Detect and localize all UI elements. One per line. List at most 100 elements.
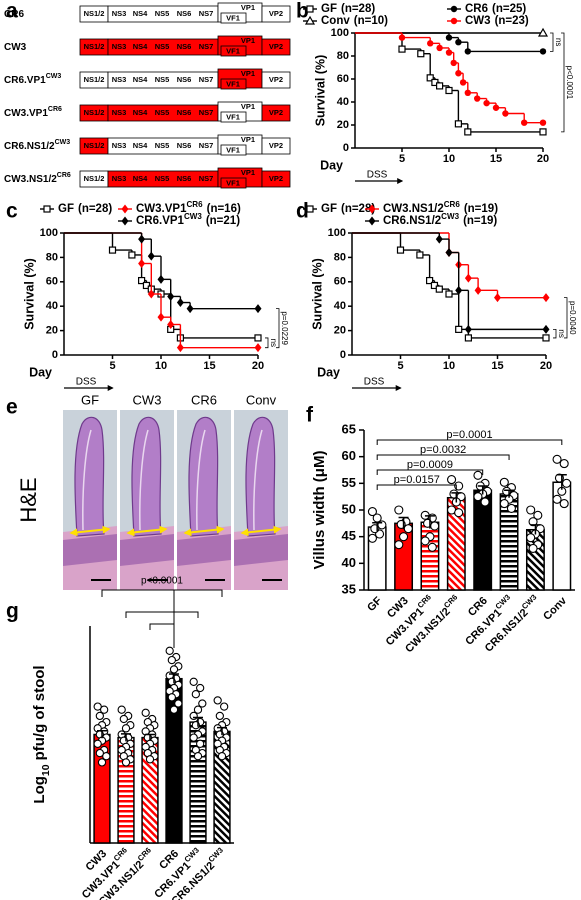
data-point bbox=[213, 696, 222, 705]
significance-label: ns bbox=[557, 329, 566, 337]
segment-label: NS4 bbox=[133, 9, 148, 18]
y-tick-label: 60 bbox=[342, 448, 356, 463]
x-tick-label-part: CW3 bbox=[520, 592, 538, 610]
histology-label: CW3 bbox=[133, 392, 162, 407]
segment-label: VP2 bbox=[269, 75, 283, 84]
y-tick-label: 20 bbox=[46, 325, 58, 337]
legend-label: CW3 (n=23) bbox=[465, 15, 529, 27]
data-point bbox=[93, 702, 102, 711]
error-bar bbox=[145, 733, 155, 741]
y-axis-label: Villus width (μM) bbox=[311, 451, 328, 570]
strain-label-part: CW3 bbox=[4, 42, 27, 53]
comparison-label: p=0.0032 bbox=[420, 444, 466, 456]
data-point bbox=[95, 748, 104, 758]
x-tick-label-part: CW3 bbox=[206, 845, 224, 863]
segment-label: VP1 bbox=[241, 135, 255, 144]
legend-label-part: (n=19) bbox=[463, 215, 497, 227]
comparison-label: p=0.0157 bbox=[394, 474, 440, 486]
segment-label: NS5 bbox=[155, 174, 170, 183]
x-tick-label: Conv bbox=[541, 594, 570, 623]
error-bar bbox=[556, 474, 567, 490]
histology-image bbox=[120, 410, 174, 590]
survival-marker bbox=[435, 234, 443, 244]
data-point bbox=[552, 454, 562, 464]
segment-label: VP2 bbox=[269, 141, 283, 150]
error-bar bbox=[217, 726, 227, 736]
segment-label: VP2 bbox=[269, 9, 283, 18]
segment-label: NS3 bbox=[112, 42, 127, 51]
survival-marker bbox=[455, 70, 462, 77]
significance-bracket bbox=[564, 297, 568, 339]
survival-marker bbox=[435, 285, 443, 293]
legend-label-part: CW3 bbox=[465, 15, 491, 27]
strain-label: CW3.NS1/2CR6 bbox=[4, 172, 71, 184]
legend-label-part: CR6 bbox=[444, 200, 461, 209]
segment-label: VP1 bbox=[241, 3, 255, 12]
data-point bbox=[533, 510, 543, 520]
legend-marker bbox=[306, 205, 314, 213]
x-tick-label: 5 bbox=[109, 360, 115, 372]
legend-label-part: GF bbox=[58, 203, 74, 215]
data-point bbox=[169, 705, 179, 714]
genome-segment bbox=[220, 78, 247, 90]
data-point bbox=[559, 459, 569, 469]
legend-label-part: (n=16) bbox=[207, 203, 241, 215]
y-tick-label: 40 bbox=[334, 300, 346, 312]
legend-label-part: CR6.VP1 bbox=[136, 215, 185, 227]
legend-marker bbox=[368, 204, 376, 214]
comparison-label: p<0.0001 bbox=[141, 576, 183, 587]
segment-label: NS3 bbox=[112, 75, 127, 84]
segment-label: VF1 bbox=[226, 178, 240, 187]
legend-label-part: (n=10) bbox=[354, 15, 388, 27]
legend-label: GF (n=28) bbox=[321, 3, 375, 15]
data-point bbox=[121, 724, 131, 733]
data-point bbox=[189, 733, 198, 742]
survival-marker bbox=[254, 334, 262, 342]
y-tick-label: 0 bbox=[343, 142, 349, 154]
survival-marker bbox=[450, 59, 457, 67]
segment-label: NS7 bbox=[199, 42, 214, 51]
genome-segment bbox=[261, 71, 291, 89]
survival-marker bbox=[417, 50, 425, 58]
x-tick-label: 10 bbox=[443, 153, 455, 165]
survival-marker bbox=[542, 293, 550, 303]
data-point bbox=[528, 517, 538, 527]
survival-marker bbox=[445, 290, 453, 298]
y-axis-label: Survival (%) bbox=[313, 55, 327, 127]
legend-marker bbox=[450, 5, 458, 13]
segment-label: VP2 bbox=[269, 42, 283, 51]
segment-label: NS6 bbox=[177, 108, 192, 117]
segment-label: VF1 bbox=[226, 13, 240, 22]
legend-marker bbox=[121, 216, 129, 226]
segment-label: NS1/2 bbox=[84, 108, 105, 117]
genome-segment bbox=[220, 45, 247, 57]
segment-label: NS7 bbox=[199, 174, 214, 183]
x-axis-label: Day bbox=[29, 365, 52, 379]
legend-marker bbox=[304, 15, 316, 25]
genome-segment bbox=[261, 170, 291, 188]
survival-marker bbox=[455, 325, 463, 333]
legend-label: GF (n=28) bbox=[321, 203, 375, 215]
histology-image bbox=[234, 410, 288, 590]
significance-label: p<0.0001 bbox=[565, 66, 574, 100]
data-point bbox=[100, 705, 109, 714]
y-axis-label-part: Log bbox=[31, 776, 48, 804]
error-bar bbox=[97, 730, 107, 739]
x-tick-label-part: CW3 bbox=[493, 592, 511, 610]
y-axis-label: Survival (%) bbox=[22, 258, 36, 330]
data-point bbox=[367, 507, 377, 517]
legend-label-part: CW3 bbox=[184, 212, 202, 221]
segment-label: VF1 bbox=[226, 112, 240, 121]
data-point bbox=[454, 508, 464, 518]
comparison-bracket bbox=[376, 484, 457, 490]
data-point bbox=[480, 497, 490, 507]
data-point bbox=[528, 543, 538, 553]
genome-segment bbox=[220, 144, 247, 156]
legend-label-part: GF bbox=[321, 3, 337, 15]
survival-marker bbox=[483, 99, 490, 107]
data-point bbox=[174, 699, 183, 708]
x-tick-label-part: Conv bbox=[541, 594, 570, 623]
legend-marker bbox=[306, 5, 314, 13]
legend-label-part: (n=25) bbox=[492, 3, 526, 15]
survival-marker bbox=[445, 248, 453, 258]
